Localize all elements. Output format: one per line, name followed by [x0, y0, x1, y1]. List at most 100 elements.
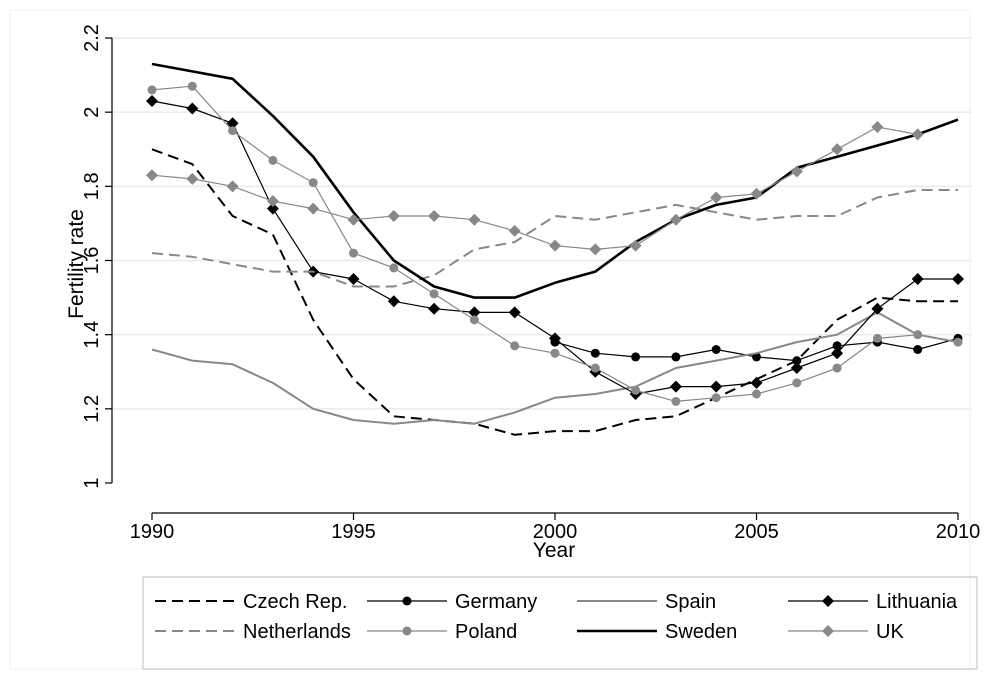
- data-point-lithuania: [266, 202, 279, 215]
- data-point-uk: [347, 213, 360, 226]
- data-point-germany: [913, 345, 923, 354]
- y-tick-label: 2: [81, 107, 103, 118]
- grid-lines: [112, 37, 972, 410]
- legend-box: [142, 576, 978, 670]
- series-spain: [151, 311, 959, 425]
- data-point-uk: [226, 180, 239, 193]
- data-point-uk: [629, 239, 642, 252]
- legend-swatch-marker: [822, 625, 834, 637]
- data-point-lithuania: [508, 306, 521, 319]
- data-point-poland: [228, 126, 238, 136]
- data-point-uk: [428, 210, 441, 222]
- data-point-uk: [387, 210, 400, 222]
- x-tick-label: 1995: [331, 521, 376, 543]
- y-tick-label: 2.2: [81, 24, 103, 52]
- data-point-poland: [752, 389, 761, 399]
- legend-swatch-marker: [402, 626, 412, 636]
- legend-label: Spain: [665, 591, 716, 613]
- data-point-poland: [308, 178, 318, 188]
- data-point-poland: [268, 155, 278, 165]
- data-point-poland: [349, 248, 358, 258]
- data-point-uk: [186, 172, 199, 185]
- data-point-lithuania: [186, 102, 199, 115]
- data-point-lithuania: [790, 362, 803, 375]
- legend-item-poland: Poland: [367, 621, 517, 643]
- data-point-germany: [752, 352, 761, 362]
- x-tick-label: 2005: [734, 521, 779, 543]
- data-point-germany: [671, 352, 681, 362]
- data-point-lithuania: [387, 295, 400, 308]
- x-tick-label: 1990: [130, 521, 175, 543]
- legend-item-sweden: Sweden: [577, 621, 737, 643]
- data-point-uk: [468, 213, 481, 226]
- data-point-uk: [790, 165, 803, 178]
- legend-swatch-marker: [402, 596, 412, 606]
- data-point-poland: [832, 363, 842, 373]
- data-point-lithuania: [549, 332, 561, 345]
- x-tick-label: 2000: [533, 521, 578, 543]
- data-point-lithuania: [468, 306, 481, 319]
- data-point-poland: [872, 333, 882, 343]
- data-point-uk: [831, 143, 844, 156]
- legend-label: Netherlands: [243, 621, 351, 643]
- data-point-lithuania: [669, 380, 682, 393]
- series-uk: [146, 121, 924, 256]
- data-point-germany: [590, 348, 600, 358]
- legend-label: Sweden: [665, 621, 737, 643]
- data-point-uk: [669, 213, 682, 226]
- y-tick-label: 1.2: [81, 395, 103, 423]
- data-point-poland: [469, 315, 479, 325]
- data-point-uk: [146, 169, 158, 182]
- data-point-poland: [550, 348, 560, 358]
- data-point-germany: [631, 352, 641, 362]
- data-point-poland: [429, 289, 439, 299]
- series-line-sweden: [151, 62, 959, 299]
- legend-label: Poland: [455, 621, 517, 643]
- data-point-lithuania: [428, 302, 441, 315]
- data-point-poland: [147, 85, 157, 95]
- series-sweden: [151, 62, 959, 299]
- series-poland: [147, 81, 963, 406]
- data-point-poland: [711, 393, 721, 403]
- data-point-germany: [711, 345, 721, 354]
- data-point-poland: [792, 378, 802, 388]
- data-point-lithuania: [831, 347, 844, 360]
- data-point-poland: [953, 337, 963, 347]
- data-point-germany: [832, 341, 842, 351]
- data-point-germany: [792, 356, 802, 366]
- data-point-lithuania: [952, 273, 964, 286]
- y-tick-label: 1.8: [81, 172, 103, 200]
- data-point-lithuania: [226, 117, 239, 130]
- data-point-lithuania: [710, 380, 723, 393]
- axes: 1 1.2 1.4 1.6 1.8 2 2.2 1990 1995 2000 2005 2010: [81, 24, 980, 543]
- data-point-poland: [913, 330, 923, 340]
- data-point-poland: [631, 385, 641, 395]
- legend-item-czech-rep: Czech Rep.: [155, 591, 348, 613]
- data-point-lithuania: [911, 273, 924, 286]
- series-line-spain: [151, 311, 959, 425]
- data-point-uk: [307, 202, 320, 215]
- data-point-uk: [911, 128, 924, 141]
- y-tick-label: 1.4: [81, 321, 103, 349]
- data-point-poland: [187, 81, 197, 91]
- data-point-uk: [871, 121, 884, 133]
- legend-item-lithuania: Lithuania: [788, 591, 958, 613]
- series-line-uk: [151, 126, 918, 250]
- series-czech-rep: [151, 148, 958, 436]
- x-axis-title: Year: [533, 539, 575, 562]
- data-point-lithuania: [347, 273, 360, 286]
- legend-item-uk: UK: [788, 621, 904, 643]
- data-point-uk: [710, 191, 723, 204]
- data-point-uk: [266, 195, 279, 208]
- data-point-lithuania: [750, 376, 763, 389]
- series-layer: [146, 62, 964, 436]
- data-point-uk: [549, 239, 561, 252]
- legend: Czech Rep. Germany Spain Lithuania Netherlan…: [155, 591, 958, 643]
- legend-item-germany: Germany: [367, 591, 537, 613]
- data-point-uk: [750, 187, 763, 200]
- data-point-uk: [589, 243, 602, 256]
- y-axis-title: Fertility rate: [65, 209, 88, 319]
- legend-label: Lithuania: [876, 591, 958, 613]
